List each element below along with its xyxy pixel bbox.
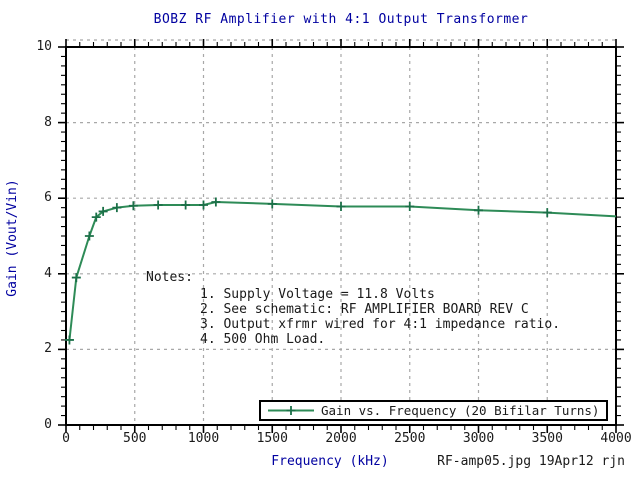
data-marker-plus	[128, 201, 138, 211]
data-marker-plus	[336, 202, 346, 212]
x-tick-label: 1000	[187, 431, 220, 446]
notes-list: 1. Supply Voltage = 11.8 Volts 2. See sch…	[200, 287, 560, 347]
data-marker-plus	[474, 205, 483, 215]
data-marker-plus	[98, 206, 108, 216]
chart-title: BOBZ RF Amplifier with 4:1 Output Transf…	[153, 12, 529, 27]
note-item: 1. Supply Voltage = 11.8 Volts	[200, 287, 435, 302]
data-marker-plus	[91, 212, 101, 222]
data-marker-plus	[71, 273, 81, 283]
data-marker-plus	[84, 231, 94, 241]
legend-box: Gain vs. Frequency (20 Bifilar Turns)	[259, 400, 608, 421]
data-marker-plus	[153, 200, 163, 210]
data-marker-plus	[199, 200, 208, 210]
legend-label: Gain vs. Frequency (20 Bifilar Turns)	[321, 403, 600, 418]
notes-heading: Notes:	[146, 270, 193, 285]
data-marker-plus	[542, 208, 552, 218]
data-marker-plus	[181, 200, 191, 210]
note-item: 4. 500 Ohm Load.	[200, 332, 326, 347]
x-tick-label: 3500	[531, 431, 563, 446]
y-tick-label: 8	[44, 114, 52, 130]
x-tick-label: 500	[123, 431, 147, 446]
y-tick-label: 6	[44, 190, 52, 206]
y-tick-label: 10	[36, 39, 52, 54]
legend-line-sample-icon	[268, 406, 314, 415]
file-date-note: RF-amp05.jpg 19Apr12 rjn	[437, 454, 625, 469]
x-tick-label: 2500	[394, 431, 426, 446]
y-tick-label: 2	[44, 341, 52, 357]
note-item: 2. See schematic: RF AMPLIFIER BOARD REV…	[200, 302, 529, 317]
note-item: 3. Output xfrmr wired for 4:1 impedance …	[200, 317, 561, 332]
x-tick-label: 4000	[600, 431, 632, 446]
x-tick-label: 2000	[325, 431, 357, 446]
plot-frame	[65, 46, 617, 426]
x-tick-label: 1500	[256, 431, 288, 446]
x-tick-label: 3000	[462, 431, 495, 446]
data-marker-plus	[405, 202, 415, 212]
data-marker-plus	[112, 203, 122, 213]
x-axis-title: Frequency (kHz)	[271, 454, 389, 469]
data-marker-plus	[211, 197, 221, 207]
y-tick-label: 0	[44, 417, 52, 432]
data-marker-plus	[64, 335, 74, 345]
y-tick-label: 4	[44, 265, 52, 281]
data-marker-plus	[267, 199, 277, 209]
x-tick-label: 0	[62, 431, 70, 446]
